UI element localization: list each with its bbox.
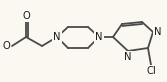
Text: N: N [154, 27, 161, 37]
Text: N: N [124, 52, 132, 62]
Text: Cl: Cl [146, 66, 156, 76]
Text: N: N [53, 32, 61, 42]
Text: O: O [2, 41, 10, 51]
Text: O: O [22, 11, 30, 21]
Text: N: N [95, 32, 103, 42]
